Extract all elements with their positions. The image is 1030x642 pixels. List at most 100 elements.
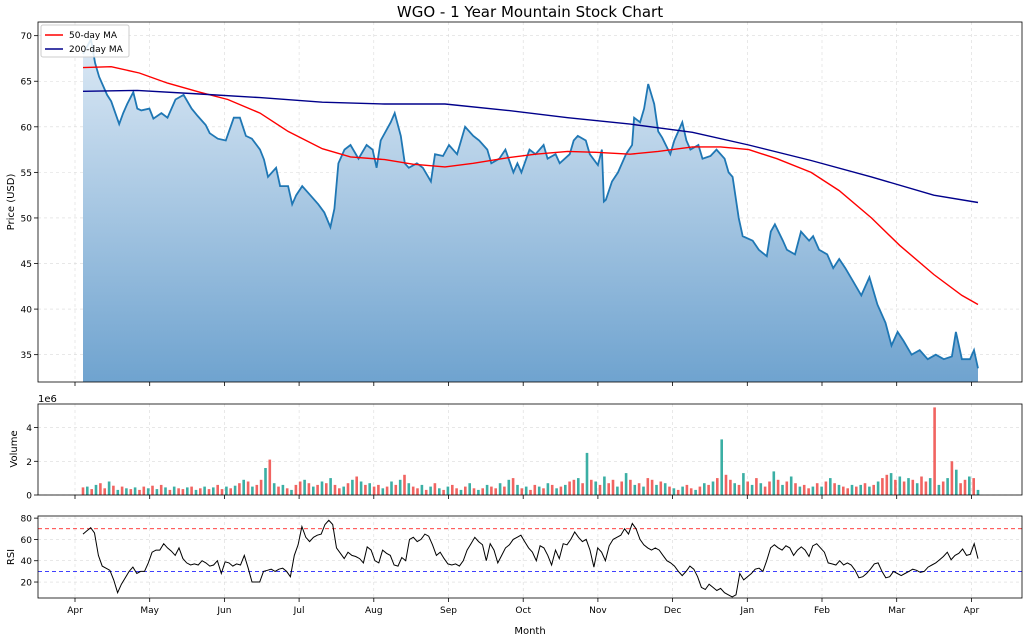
legend-label-50ma: 50-day MA	[69, 31, 118, 41]
volume-bar	[168, 489, 172, 495]
x-tick-label: Jul	[293, 606, 305, 616]
volume-bar	[524, 486, 528, 495]
volume-bar	[394, 484, 398, 495]
y-tick-label: 40	[21, 306, 33, 316]
volume-bar	[863, 483, 867, 495]
volume-bar	[364, 484, 367, 495]
volume-bar	[94, 484, 98, 495]
volume-bar	[620, 481, 623, 495]
volume-bar	[464, 486, 467, 495]
y-tick-label: 65	[21, 78, 32, 88]
volume-bar	[763, 486, 767, 495]
volume-bar	[146, 488, 150, 495]
volume-bar	[624, 473, 628, 495]
volume-bar	[259, 479, 263, 495]
y-tick-label: 2	[26, 458, 32, 468]
volume-bar	[668, 486, 671, 495]
volume-bar	[959, 483, 962, 495]
volume-bar	[303, 479, 306, 495]
volume-bar	[859, 484, 862, 495]
volume-bar	[368, 483, 371, 495]
volume-bar	[672, 488, 676, 495]
volume-bar	[629, 479, 632, 495]
volume-bar	[99, 483, 102, 495]
volume-offset-label: 1e6	[38, 394, 57, 405]
volume-bar	[312, 486, 315, 495]
volume-bar	[242, 479, 245, 495]
volume-bar	[281, 484, 285, 495]
volume-bar	[716, 478, 719, 495]
chart-title: WGO - 1 Year Mountain Stock Chart	[397, 3, 663, 21]
rsi-line	[82, 519, 979, 598]
volume-bar	[898, 476, 902, 495]
volume-bar	[937, 484, 941, 495]
volume-bar	[442, 489, 445, 495]
y-tick-label: 45	[21, 260, 32, 270]
volume-bar	[742, 473, 745, 495]
volume-bar	[294, 484, 298, 495]
volume-bar	[451, 484, 454, 495]
y-tick-label: 50	[21, 214, 33, 224]
volume-bar	[207, 489, 211, 495]
x-tick-label: Mar	[888, 606, 905, 616]
volume-bar	[607, 483, 610, 495]
volume-bar	[516, 484, 519, 495]
volume-bar	[333, 484, 337, 495]
volume-bar	[703, 483, 706, 495]
volume-bar	[190, 486, 193, 495]
volume-bar	[446, 486, 450, 495]
volume-bar	[650, 479, 654, 495]
volume-bar	[603, 476, 606, 495]
volume-bar	[785, 481, 789, 495]
volume-bar	[868, 486, 871, 495]
volume-bar	[472, 488, 476, 495]
volume-bar	[325, 483, 328, 495]
y-tick-label: 70	[21, 32, 33, 42]
volume-bar	[529, 489, 532, 495]
volume-bar	[972, 478, 975, 495]
volume-bar	[772, 471, 776, 495]
price-area	[83, 39, 978, 382]
volume-bar	[103, 488, 106, 495]
volume-bar	[216, 484, 219, 495]
volume-bar	[268, 459, 272, 495]
volume-bar	[498, 483, 502, 495]
y-tick-label: 4	[26, 424, 32, 434]
volume-bar	[976, 489, 980, 495]
volume-bar	[694, 489, 697, 495]
y-tick-label: 0	[26, 492, 32, 502]
volume-bar	[555, 488, 558, 495]
volume-bar	[233, 485, 237, 495]
y-tick-label: 60	[21, 536, 33, 546]
volume-bar	[820, 486, 823, 495]
volume-bar	[329, 478, 332, 495]
volume-bar	[733, 483, 736, 495]
volume-bar	[637, 483, 641, 495]
volume-bar	[585, 452, 589, 495]
volume-bar	[537, 486, 541, 495]
volume-bar	[298, 481, 302, 495]
volume-bar	[781, 484, 784, 495]
rsi-ylabel: RSI	[6, 549, 17, 565]
volume-bar	[824, 481, 828, 495]
volume-bar	[724, 474, 728, 495]
volume-bar	[611, 479, 615, 495]
volume-bar	[138, 489, 141, 495]
y-tick-label: 40	[21, 557, 33, 567]
volume-bar	[711, 481, 715, 495]
volume-bar	[872, 484, 875, 495]
volume-bar	[720, 439, 723, 495]
volume-bar	[876, 481, 880, 495]
volume-bar	[802, 484, 806, 495]
x-tick-label: Sep	[440, 606, 457, 616]
volume-ylabel: Volume	[9, 430, 20, 467]
volume-bar	[590, 479, 593, 495]
axes: 35 40 45 50 55 60 65 70 0 2 4 20 40 60 80 Apr May Jun Jul A…	[21, 21, 1023, 616]
volume-bar	[846, 488, 849, 495]
volume-bar	[915, 483, 919, 495]
volume-bar	[564, 484, 567, 495]
volume-bar	[251, 486, 254, 495]
volume-bar	[928, 478, 932, 495]
panel-frame	[37, 21, 1023, 383]
volume-bar	[194, 489, 198, 495]
